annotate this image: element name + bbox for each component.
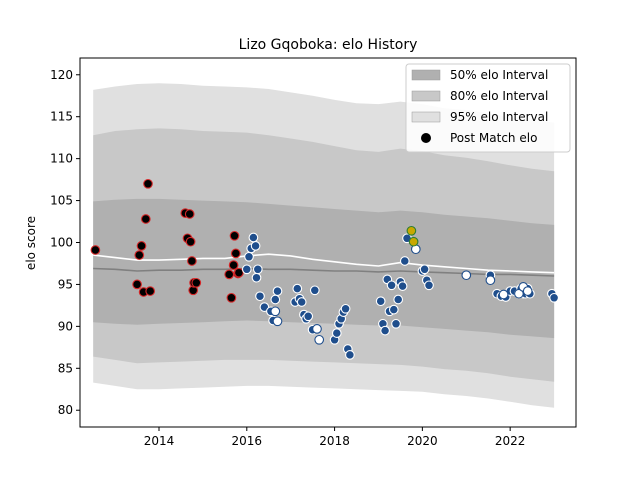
data-point <box>250 241 261 251</box>
x-tick-label: 2022 <box>495 434 526 448</box>
plot-area: 2014 2016 2018 2020 2022 80 85 90 95 100 105 110 115… <box>50 57 577 448</box>
data-point <box>296 297 307 307</box>
data-point <box>229 230 240 241</box>
data-point <box>140 214 151 224</box>
data-point <box>136 241 147 251</box>
data-point <box>388 304 399 315</box>
data-point <box>424 280 434 291</box>
data-point <box>399 256 410 266</box>
data-point <box>187 256 197 266</box>
legend-label: 80% elo Interval <box>450 89 548 103</box>
y-tick-label: 105 <box>50 194 73 208</box>
legend-swatch <box>411 111 441 123</box>
data-point <box>314 334 325 345</box>
y-tick-label: 120 <box>50 68 73 82</box>
data-point <box>303 311 314 322</box>
data-point <box>514 288 524 299</box>
data-point <box>391 318 401 329</box>
data-point <box>386 280 397 291</box>
data-point <box>345 350 355 360</box>
legend-swatch <box>411 90 441 102</box>
y-tick-label: 80 <box>58 403 73 417</box>
data-point <box>226 292 237 303</box>
data-point <box>408 236 419 247</box>
data-point <box>228 260 239 270</box>
data-point <box>134 250 145 260</box>
interval-band-2 <box>93 198 555 339</box>
data-point <box>406 225 417 236</box>
data-point <box>522 286 533 296</box>
y-tick-label: 90 <box>58 319 73 333</box>
data-point <box>234 267 244 278</box>
data-point <box>184 209 195 219</box>
data-point <box>230 248 241 259</box>
data-point <box>191 277 202 288</box>
chart-title: Lizo Gqoboka: elo History <box>239 37 418 53</box>
legend-label: 50% elo Interval <box>450 68 548 82</box>
legend-marker <box>421 133 431 143</box>
data-point <box>461 270 472 281</box>
legend: 50% elo Interval 80% elo Interval 95% elo … <box>405 63 571 153</box>
data-point <box>272 316 283 327</box>
y-axis-label: elo score <box>24 216 38 270</box>
y-tick-label: 110 <box>50 152 73 166</box>
y-tick-label: 95 <box>58 277 73 291</box>
data-point <box>309 285 320 296</box>
data-point <box>145 286 156 296</box>
data-point <box>90 245 101 255</box>
data-point <box>272 286 283 296</box>
data-point <box>241 264 252 275</box>
y-tick-label: 85 <box>58 361 73 375</box>
y-tick-label: 115 <box>50 110 73 124</box>
median-line <box>93 267 555 277</box>
data-point <box>292 283 303 294</box>
legend-label: 95% elo Interval <box>450 110 548 124</box>
data-point <box>185 236 196 247</box>
data-point <box>270 306 281 317</box>
data-point <box>248 232 259 243</box>
x-tick-label: 2020 <box>407 434 438 448</box>
data-point <box>252 264 263 275</box>
data-point <box>244 251 254 262</box>
legend-label: Post Match elo <box>450 131 537 145</box>
data-point <box>270 294 281 305</box>
x-tick-label: 2016 <box>232 434 263 448</box>
data-point <box>251 272 262 283</box>
data-point <box>340 303 351 314</box>
data-point <box>375 296 386 307</box>
data-point <box>393 294 404 305</box>
data-point <box>419 264 430 275</box>
data-point <box>331 328 342 338</box>
data-point <box>485 275 496 286</box>
data-point <box>549 292 559 303</box>
data-point <box>498 289 509 300</box>
data-point <box>397 281 408 291</box>
data-point <box>312 324 322 334</box>
legend-swatch <box>411 69 441 81</box>
data-point <box>132 279 142 290</box>
x-tick-label: 2014 <box>144 434 175 448</box>
x-tick-label: 2018 <box>319 434 350 448</box>
mean-line <box>93 253 555 274</box>
legend-box <box>405 63 571 153</box>
data-point <box>255 291 265 302</box>
data-point <box>143 178 153 189</box>
y-tick-label: 100 <box>50 236 73 250</box>
data-point <box>224 269 235 280</box>
data-point <box>380 325 390 336</box>
